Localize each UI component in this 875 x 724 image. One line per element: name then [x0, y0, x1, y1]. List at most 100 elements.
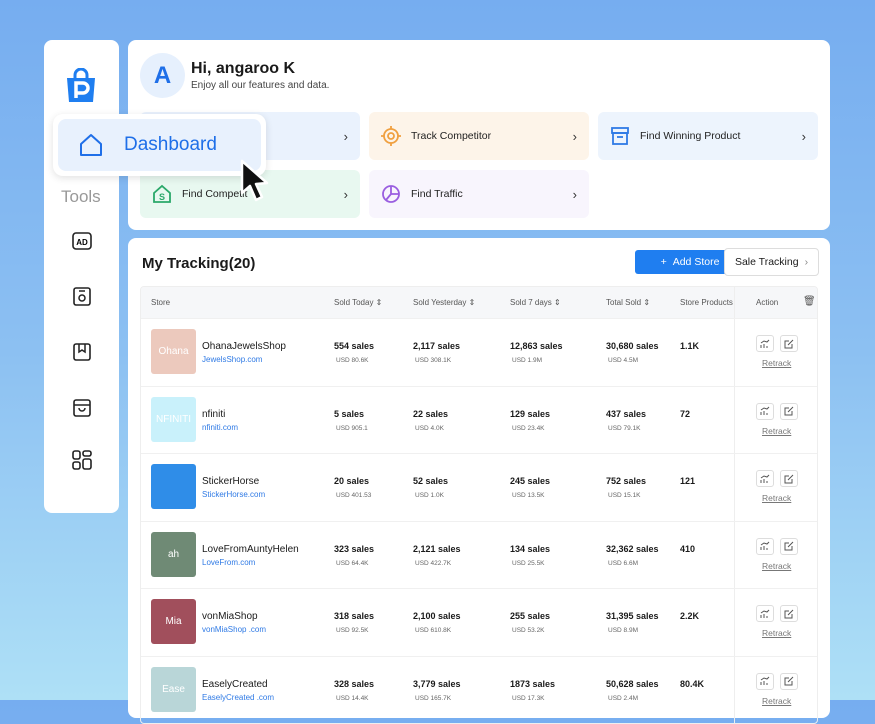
store-name[interactable]: LoveFromAuntyHelen — [202, 543, 299, 555]
week-usd: USD 25.5K — [512, 559, 545, 567]
week-sales: 134 sales — [510, 543, 551, 554]
store-products: 121 — [680, 476, 696, 486]
edit-icon — [784, 339, 794, 348]
action-cell: Retrack — [734, 454, 817, 521]
chart-button[interactable] — [756, 605, 774, 622]
store-name[interactable]: OhanaJewelsShop — [202, 341, 286, 352]
table-row: Ohana OhanaJewelsShop JewelsShop.com 554 … — [141, 318, 817, 386]
store-name[interactable]: nfiniti — [202, 408, 226, 420]
chevron-right-icon: › — [804, 256, 809, 268]
store-thumbnail: Ohana — [151, 329, 196, 374]
chart-button[interactable] — [756, 672, 774, 690]
edit-button[interactable] — [780, 605, 798, 622]
plus-icon: + — [660, 256, 667, 268]
quick-link-find-winning-product[interactable]: Find Winning Product › — [598, 112, 818, 160]
yest-sales: 2,121 sales — [413, 543, 461, 554]
col-sold-today[interactable]: Sold Today ⇕ — [334, 298, 383, 307]
chart-button[interactable] — [756, 335, 774, 352]
mouse-cursor-icon — [240, 159, 269, 202]
bookmark-icon[interactable] — [71, 341, 93, 363]
edit-icon — [784, 541, 794, 551]
sale-tracking-button[interactable]: Sale Tracking › — [724, 248, 819, 276]
quick-link-track-competitor[interactable]: Track Competitor › — [369, 112, 589, 160]
tracking-panel: My Tracking(20) + Add Store Sale Tracking… — [128, 238, 830, 724]
week-usd: USD 53.2K — [512, 627, 545, 634]
target-icon — [381, 126, 401, 146]
chart-button[interactable] — [756, 537, 774, 555]
col-sold-yesterday[interactable]: Sold Yesterday ⇕ — [413, 298, 476, 307]
yest-sales: 2,100 sales — [413, 611, 461, 621]
chevron-right-icon: › — [343, 186, 348, 202]
week-usd: USD 1.9M — [512, 357, 542, 364]
store-url[interactable]: nfiniti.com — [202, 422, 239, 432]
store-url[interactable]: JewelsShop.com — [202, 355, 263, 364]
total-usd: USD 4.5M — [608, 357, 638, 364]
home-icon — [80, 134, 102, 156]
week-sales: 129 sales — [510, 408, 551, 419]
total-sales: 437 sales — [606, 408, 647, 419]
yest-sales: 3,779 sales — [413, 678, 461, 689]
col-store-products: Store Products — [680, 298, 733, 307]
tools-label: Tools — [61, 187, 101, 206]
edit-button[interactable] — [780, 402, 798, 420]
dashboard-nav-item[interactable]: Dashboard — [53, 114, 266, 176]
retrack-link[interactable]: Retrack — [762, 560, 792, 571]
yest-usd: USD 422.7K — [415, 559, 452, 567]
store-thumbnail — [151, 464, 196, 509]
store-name[interactable]: EaselyCreated — [202, 678, 268, 690]
retrack-link[interactable]: Retrack — [762, 493, 792, 503]
retrack-link[interactable]: Retrack — [762, 425, 792, 436]
store-name[interactable]: StickerHorse — [202, 476, 260, 487]
retrack-link[interactable]: Retrack — [762, 628, 792, 638]
sidebar: Tools AD — [44, 40, 119, 513]
total-usd: USD 8.9M — [608, 627, 638, 634]
today-usd: USD 14.4K — [336, 694, 369, 702]
store-products: 72 — [680, 408, 691, 419]
table-row: Ease EaselyCreated EaselyCreated .com 328… — [141, 655, 817, 723]
week-usd: USD 23.4K — [512, 424, 545, 432]
today-sales: 328 sales — [334, 678, 375, 689]
week-usd: USD 13.5K — [512, 492, 545, 499]
today-usd: USD 80.6K — [336, 357, 369, 364]
chevron-right-icon: › — [343, 128, 348, 144]
retrack-link[interactable]: Retrack — [762, 695, 792, 706]
quick-link-find-traffic[interactable]: Find Traffic › — [369, 170, 589, 218]
store-url[interactable]: vonMiaShop .com — [202, 625, 267, 634]
store-name[interactable]: vonMiaShop — [202, 611, 258, 622]
total-usd: USD 79.1K — [608, 424, 641, 432]
store-target-icon[interactable] — [71, 285, 93, 307]
col-sold-7-days[interactable]: Sold 7 days ⇕ — [510, 298, 561, 307]
yest-sales: 22 sales — [413, 408, 449, 419]
chart-button[interactable] — [756, 402, 774, 420]
edit-button[interactable] — [780, 537, 798, 555]
store-url[interactable]: EaselyCreated .com — [202, 692, 275, 702]
retrack-link[interactable]: Retrack — [762, 358, 792, 368]
table-header: Store Sold Today ⇕ Sold Yesterday ⇕ Sold… — [141, 287, 817, 318]
grid-icon[interactable] — [71, 449, 93, 471]
ad-icon[interactable]: AD — [71, 230, 93, 252]
store-url[interactable]: StickerHorse.com — [202, 490, 266, 499]
quick-link-label: Track Competitor — [411, 130, 492, 142]
edit-button[interactable] — [780, 470, 798, 487]
edit-button[interactable] — [780, 672, 798, 690]
week-sales: 245 sales — [510, 476, 551, 486]
chart-icon — [760, 609, 770, 618]
action-cell: Retrack — [734, 386, 817, 453]
today-sales: 554 sales — [334, 341, 375, 351]
today-sales: 323 sales — [334, 543, 375, 554]
shopping-bag-icon[interactable] — [71, 397, 93, 419]
app-logo — [67, 68, 95, 102]
dashboard-label: Dashboard — [124, 134, 217, 155]
total-sales: 50,628 sales — [606, 678, 659, 689]
chevron-right-icon: › — [801, 128, 806, 144]
today-usd: USD 905.1 — [336, 424, 368, 432]
chart-button[interactable] — [756, 470, 774, 487]
yest-usd: USD 308.1K — [415, 357, 452, 364]
total-sales: 30,680 sales — [606, 341, 659, 351]
action-cell: Retrack — [734, 589, 817, 656]
col-total-sold[interactable]: Total Sold ⇕ — [606, 298, 651, 307]
edit-button[interactable] — [780, 335, 798, 352]
store-url[interactable]: LoveFrom.com — [202, 557, 256, 567]
trash-icon[interactable]: 🗑 — [803, 296, 816, 307]
yest-usd: USD 610.8K — [415, 627, 452, 634]
